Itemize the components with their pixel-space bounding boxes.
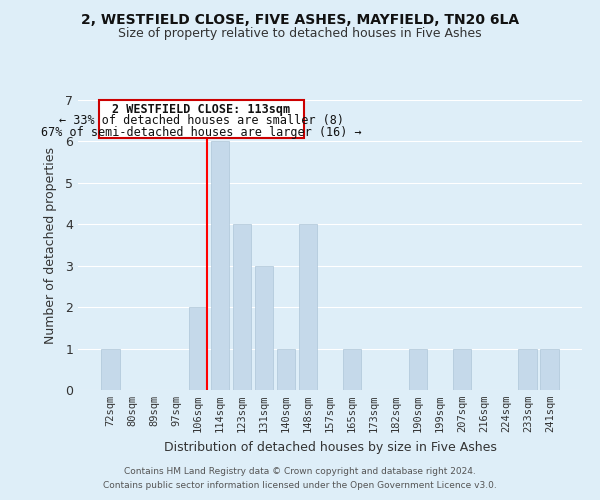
X-axis label: Distribution of detached houses by size in Five Ashes: Distribution of detached houses by size … xyxy=(164,440,496,454)
Bar xyxy=(452,348,471,390)
Bar xyxy=(233,224,251,390)
Bar xyxy=(299,224,317,390)
FancyBboxPatch shape xyxy=(99,100,304,138)
Bar xyxy=(255,266,274,390)
Bar xyxy=(518,348,537,390)
Text: 67% of semi-detached houses are larger (16) →: 67% of semi-detached houses are larger (… xyxy=(41,126,362,139)
Bar xyxy=(541,348,559,390)
Y-axis label: Number of detached properties: Number of detached properties xyxy=(44,146,57,344)
Text: 2 WESTFIELD CLOSE: 113sqm: 2 WESTFIELD CLOSE: 113sqm xyxy=(112,103,290,116)
Bar xyxy=(277,348,295,390)
Text: ← 33% of detached houses are smaller (8): ← 33% of detached houses are smaller (8) xyxy=(59,114,344,128)
Text: Contains public sector information licensed under the Open Government Licence v3: Contains public sector information licen… xyxy=(103,481,497,490)
Bar xyxy=(189,307,208,390)
Bar xyxy=(101,348,119,390)
Text: Contains HM Land Registry data © Crown copyright and database right 2024.: Contains HM Land Registry data © Crown c… xyxy=(124,467,476,476)
Text: Size of property relative to detached houses in Five Ashes: Size of property relative to detached ho… xyxy=(118,28,482,40)
Bar xyxy=(409,348,427,390)
Text: 2, WESTFIELD CLOSE, FIVE ASHES, MAYFIELD, TN20 6LA: 2, WESTFIELD CLOSE, FIVE ASHES, MAYFIELD… xyxy=(81,12,519,26)
Bar xyxy=(343,348,361,390)
Bar xyxy=(211,142,229,390)
